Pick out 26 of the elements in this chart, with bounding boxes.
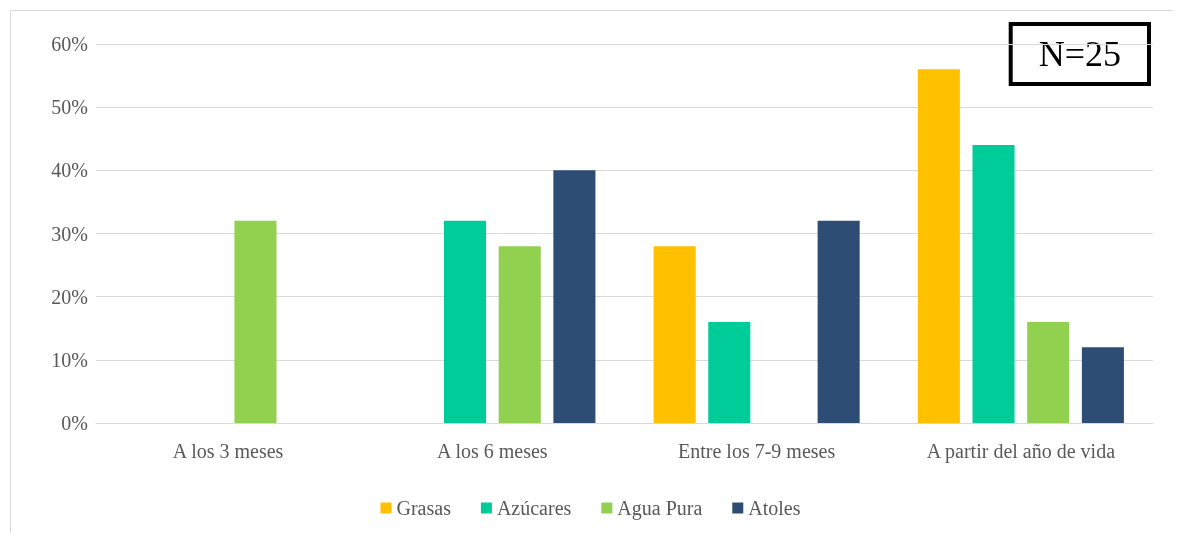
y-tick-label: 40% — [51, 159, 88, 182]
y-tick-label: 50% — [51, 96, 88, 119]
legend-label: Atoles — [748, 497, 801, 519]
x-tick-label: A partir del año de vida — [926, 440, 1116, 463]
bar — [972, 145, 1015, 423]
y-tick-label: 0% — [61, 412, 88, 434]
bar — [234, 220, 277, 423]
legend-label: Azúcares — [496, 497, 572, 519]
bar — [708, 321, 751, 423]
y-tick-label: 30% — [51, 222, 88, 245]
x-tick-label: Entre los 7-9 meses — [678, 440, 836, 462]
bar — [1027, 321, 1070, 423]
legend-label: Grasas — [396, 497, 452, 519]
y-tick-label: 20% — [51, 285, 88, 308]
bar — [444, 220, 487, 423]
bar — [553, 170, 596, 423]
x-tick-label: A los 6 meses — [437, 440, 548, 462]
bar — [817, 220, 860, 423]
x-tick-label: A los 3 meses — [172, 440, 284, 462]
y-tick-label: 10% — [51, 348, 88, 371]
bar — [1081, 347, 1124, 423]
bar — [653, 246, 696, 423]
legend-label: Agua Pura — [617, 497, 703, 520]
y-tick-label: 60% — [51, 33, 88, 55]
bar — [498, 246, 541, 423]
bar — [917, 69, 960, 423]
